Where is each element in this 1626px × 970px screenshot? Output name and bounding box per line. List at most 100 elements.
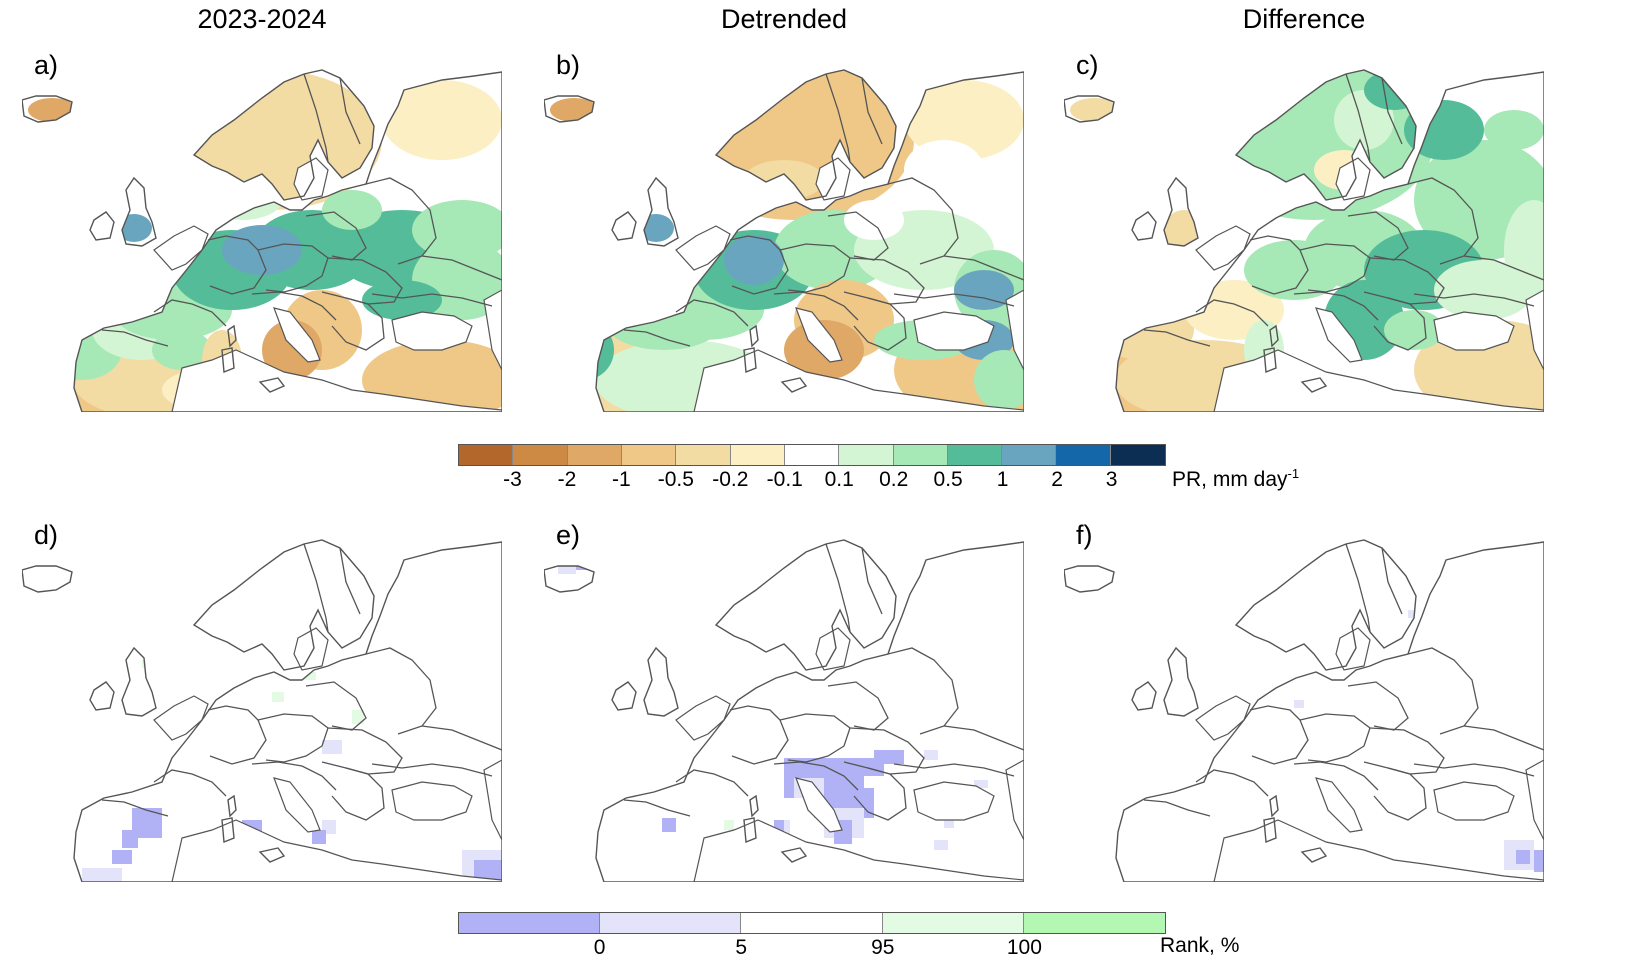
coastline-corsica	[227, 794, 237, 818]
precip-field-cell	[1070, 98, 1118, 122]
map-svg	[544, 69, 1024, 412]
precip-swatch-12	[1110, 445, 1166, 465]
coastline-sardinia	[221, 347, 235, 373]
precip-field-cell	[744, 160, 824, 200]
precip-tick-label: -1	[612, 468, 631, 491]
sea-adriatic	[273, 777, 321, 833]
coastline-britain	[643, 646, 679, 717]
sea-med	[171, 819, 502, 882]
country-border	[153, 769, 227, 797]
precip-field-cell	[674, 70, 914, 220]
column-title-2: Detrended	[720, 4, 848, 34]
rank-field-cell	[122, 830, 138, 848]
rank-tick-label: 0	[593, 936, 606, 959]
sea-caspian	[1525, 289, 1544, 371]
sea-black	[913, 311, 995, 351]
coastline-britain	[121, 176, 157, 247]
rank-swatch-2	[741, 913, 883, 933]
precip-field-cell	[382, 80, 502, 160]
sea-caspian	[1525, 759, 1544, 841]
precip-swatch-0	[459, 445, 514, 465]
coastline-sicily	[258, 377, 286, 393]
land-iceland	[544, 566, 594, 592]
sea-baltic	[1335, 627, 1371, 671]
land-britain	[644, 648, 678, 716]
country-border	[1143, 799, 1211, 817]
country-border	[1195, 769, 1269, 797]
coastline-corsica	[749, 794, 759, 818]
country-border	[1345, 73, 1371, 163]
map-panel-d	[22, 520, 502, 882]
map-svg	[544, 539, 1024, 882]
sea-caspian	[1005, 289, 1024, 371]
land-britain	[122, 648, 156, 716]
country-border	[207, 235, 267, 295]
precip-field-cell	[954, 270, 1014, 310]
country-border	[257, 713, 329, 763]
precip-swatch-8	[893, 445, 948, 465]
rank-colorbar	[458, 912, 1166, 934]
country-border	[893, 763, 1015, 777]
sea-black	[913, 781, 995, 821]
country-border	[779, 713, 851, 763]
country-border	[853, 297, 907, 351]
country-border	[1293, 761, 1379, 791]
rank-field-cell	[112, 850, 132, 864]
sea-black	[1433, 781, 1515, 821]
country-border	[729, 235, 789, 295]
precip-swatch-6	[784, 445, 840, 465]
coastline-sicily	[1300, 847, 1328, 863]
sea-baltic	[293, 157, 329, 201]
rank-field-cell	[662, 818, 676, 832]
coastline-corsica	[749, 324, 759, 348]
rank-field-cell	[874, 750, 904, 764]
country-border	[861, 77, 883, 145]
sea-med	[693, 349, 1024, 412]
rank-field-cell	[1534, 520, 1544, 530]
country-border	[101, 329, 169, 347]
map-svg	[22, 539, 502, 882]
coastline-corsica	[1269, 794, 1279, 818]
sea-caspian	[483, 289, 502, 371]
country-border	[779, 243, 851, 293]
coastline-ireland	[89, 211, 115, 241]
precip-tick-label: -0.2	[712, 468, 749, 491]
rank-field-cell	[1520, 530, 1544, 540]
country-border	[1381, 77, 1403, 145]
panel-label-d: d)	[34, 520, 59, 550]
country-border	[1413, 293, 1535, 307]
precip-field-cell	[1364, 70, 1424, 110]
rank-field-cell	[558, 560, 576, 574]
coastline-sicily	[1300, 377, 1328, 393]
country-border	[1249, 705, 1309, 765]
country-border	[623, 329, 691, 347]
coastline-britain	[643, 176, 679, 247]
coastline-ireland	[89, 681, 115, 711]
precip-swatch-4	[676, 445, 731, 465]
sea-north	[1195, 225, 1251, 271]
rank-field-cell	[924, 750, 938, 760]
precip-tick-label: -3	[503, 468, 522, 491]
precip-tick-label: -2	[557, 468, 577, 491]
rank-colorbar-title: Rank, %	[1160, 934, 1240, 957]
coastline-iceland	[1064, 95, 1115, 123]
country-border	[153, 299, 227, 327]
precip-colorbar	[458, 444, 1166, 466]
precip-field-cell	[362, 280, 442, 320]
country-border	[421, 255, 502, 281]
country-border	[861, 547, 883, 615]
coastline-ireland	[1131, 681, 1157, 711]
rank-swatch-4	[1023, 913, 1166, 933]
coastline-sardinia	[1263, 817, 1277, 843]
rank-field-cell	[974, 780, 988, 788]
precip-tick-label: 3	[1105, 468, 1118, 491]
rank-field-cell	[352, 710, 364, 724]
precip-swatch-11	[1056, 445, 1111, 465]
rank-field-cell	[1534, 850, 1544, 872]
sea-adriatic	[1315, 307, 1363, 363]
country-border	[1195, 299, 1269, 327]
country-border	[1293, 291, 1379, 321]
map-svg	[1064, 69, 1544, 412]
precip-field-cell	[904, 140, 984, 200]
map-panel-c	[1064, 50, 1544, 412]
